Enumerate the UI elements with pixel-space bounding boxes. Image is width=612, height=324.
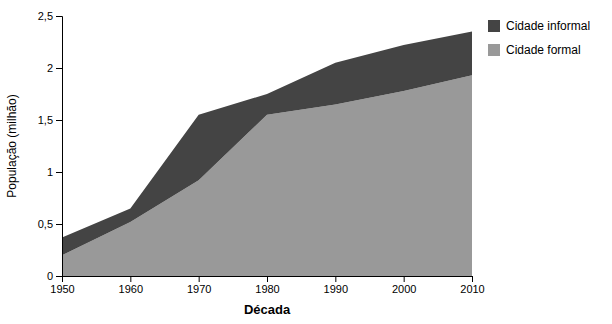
y-tick-mark: [56, 172, 62, 173]
y-tick-mark: [56, 276, 62, 277]
y-tick-mark: [56, 16, 62, 17]
x-tick-label: 1950: [50, 283, 74, 295]
y-tick-label: 1: [47, 166, 53, 178]
x-tick-label: 1960: [119, 283, 143, 295]
x-tick-label: 1970: [187, 283, 211, 295]
y-tick-mark: [56, 224, 62, 225]
x-tick-label: 2010: [460, 283, 484, 295]
y-tick: 0: [47, 270, 62, 282]
legend-item: Cidade informal: [488, 19, 590, 33]
y-tick-label: 0,5: [38, 218, 53, 230]
area: [62, 32, 472, 256]
y-axis-title: População (milhão): [5, 94, 19, 197]
x-axis-line: [63, 277, 473, 283]
legend-item: Cidade formal: [488, 43, 581, 57]
y-tick-label: 1,5: [38, 114, 53, 126]
y-axis-line: [56, 17, 63, 277]
y-tick: 0,5: [38, 218, 62, 230]
x-tick: 2010: [460, 276, 484, 295]
x-tick-mark: [335, 276, 336, 282]
x-tick: 2000: [392, 276, 416, 295]
x-tick: 1990: [324, 276, 348, 295]
x-tick: 1960: [119, 276, 143, 295]
x-tick-label: 1990: [324, 283, 348, 295]
plot: 1950 1960 1970 1980 1990 2000 2010 0 0,5 1 1,5 2 2,5: [38, 10, 485, 295]
x-axis: 1950 1960 1970 1980 1990 2000 2010: [50, 276, 484, 295]
legend-swatch: [488, 44, 500, 56]
legend-label: Cidade informal: [506, 19, 590, 33]
x-axis-title: Década: [244, 302, 291, 317]
chart: 1950 1960 1970 1980 1990 2000 2010 0 0,5 1 1,5 2 2,5…: [0, 0, 612, 324]
x-tick-mark: [472, 276, 473, 282]
x-tick: 1970: [187, 276, 211, 295]
y-tick-label: 2: [47, 62, 53, 74]
y-tick-mark: [56, 68, 62, 69]
x-tick-label: 1980: [255, 283, 279, 295]
x-tick-mark: [267, 276, 268, 282]
y-tick: 2: [47, 62, 62, 74]
x-tick-label: 2000: [392, 283, 416, 295]
legend-label: Cidade formal: [506, 43, 581, 57]
x-tick: 1950: [50, 276, 74, 295]
y-axis: 0 0,5 1 1,5 2 2,5: [38, 10, 63, 282]
y-tick: 2,5: [38, 10, 62, 22]
y-tick: 1,5: [38, 114, 62, 126]
legend-swatch: [488, 20, 500, 32]
x-tick-mark: [404, 276, 405, 282]
x-tick-mark: [130, 276, 131, 282]
areas: [62, 32, 472, 276]
y-tick-label: 0: [47, 270, 53, 282]
y-tick: 1: [47, 166, 62, 178]
x-tick-mark: [199, 276, 200, 282]
y-tick-label: 2,5: [38, 10, 53, 22]
legend: Cidade informal Cidade formal: [488, 19, 590, 57]
y-tick-mark: [56, 120, 62, 121]
x-tick: 1980: [255, 276, 279, 295]
